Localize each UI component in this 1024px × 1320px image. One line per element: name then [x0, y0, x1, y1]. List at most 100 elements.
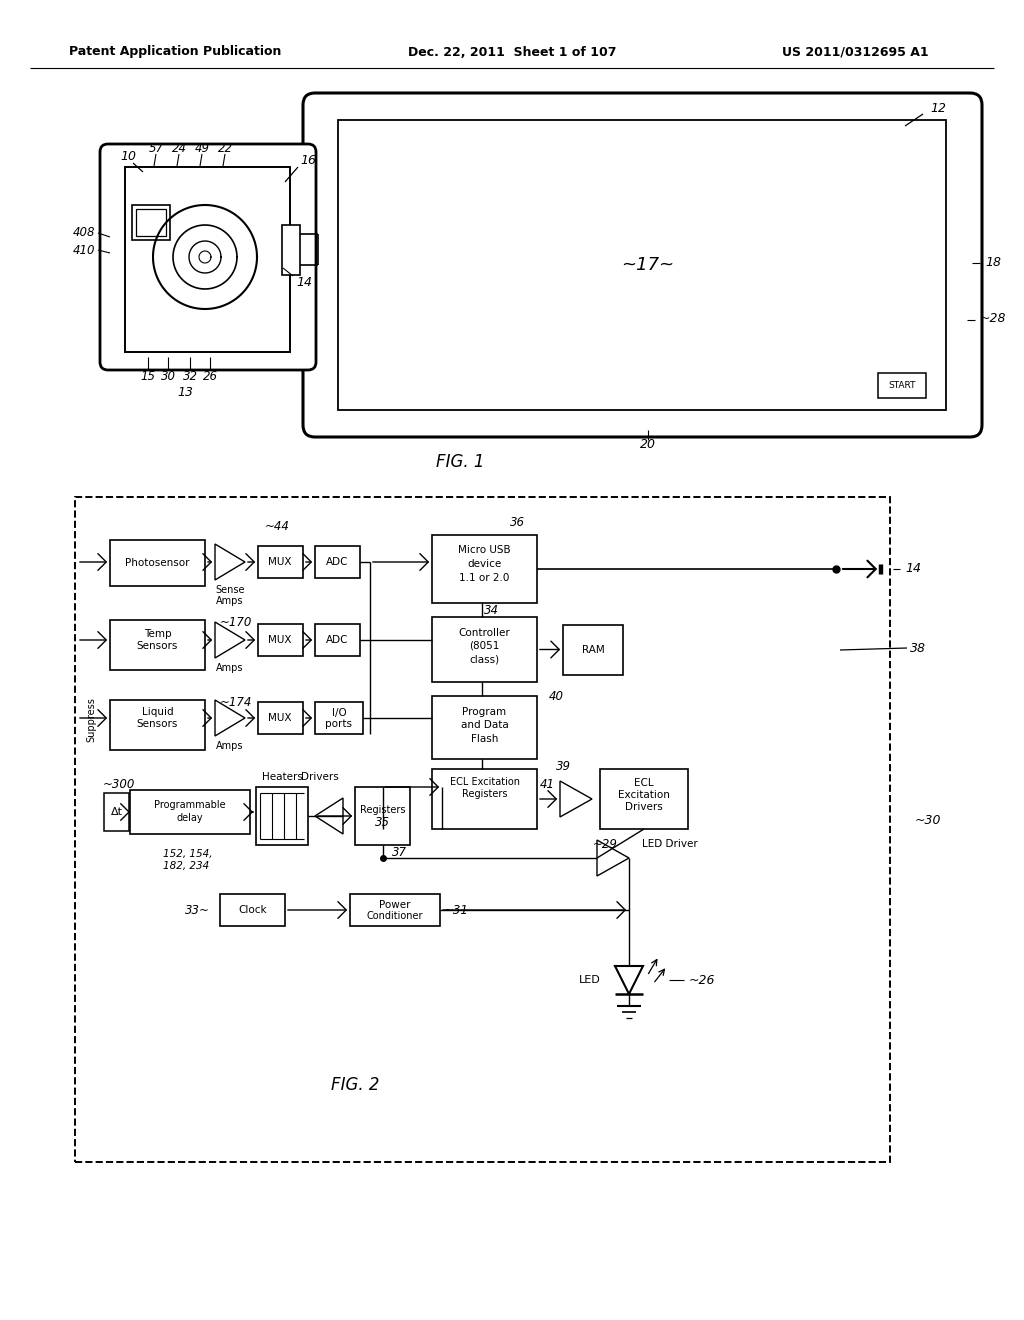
- FancyBboxPatch shape: [303, 92, 982, 437]
- Text: ~17~: ~17~: [622, 256, 675, 275]
- Bar: [256, 787, 308, 845]
- Text: 32: 32: [182, 370, 198, 383]
- Text: 408: 408: [73, 227, 95, 239]
- Text: Drivers: Drivers: [301, 772, 339, 781]
- Text: Clock: Clock: [239, 906, 267, 915]
- Text: ~300: ~300: [103, 779, 135, 792]
- Text: 36: 36: [510, 516, 525, 529]
- Text: 41: 41: [540, 779, 555, 792]
- Text: ~30: ~30: [915, 813, 941, 826]
- Text: 57: 57: [148, 141, 164, 154]
- FancyBboxPatch shape: [100, 144, 316, 370]
- Text: 182, 234: 182, 234: [163, 861, 209, 871]
- Text: Program: Program: [463, 708, 507, 717]
- Text: 40: 40: [549, 689, 564, 702]
- Text: Flash: Flash: [471, 734, 499, 744]
- Bar: [878, 374, 926, 399]
- Text: 12: 12: [930, 102, 946, 115]
- Text: MUX: MUX: [268, 635, 292, 645]
- Text: FIG. 1: FIG. 1: [436, 453, 484, 471]
- Text: 15: 15: [140, 370, 156, 383]
- Text: Amps: Amps: [216, 741, 244, 751]
- Text: 16: 16: [300, 153, 316, 166]
- Bar: [432, 770, 537, 829]
- Text: Registers: Registers: [359, 805, 406, 814]
- Bar: [563, 624, 623, 675]
- Bar: [600, 770, 688, 829]
- Text: 22: 22: [217, 141, 232, 154]
- Text: Power: Power: [379, 900, 411, 909]
- Text: delay: delay: [177, 813, 204, 822]
- Text: 33~: 33~: [185, 903, 210, 916]
- Bar: [130, 789, 250, 834]
- Text: RAM: RAM: [582, 645, 604, 655]
- Text: ECL Excitation: ECL Excitation: [450, 777, 519, 787]
- Text: Sense: Sense: [215, 585, 245, 595]
- Text: FIG. 2: FIG. 2: [331, 1076, 379, 1094]
- Text: 14: 14: [905, 562, 921, 576]
- Text: ~26: ~26: [689, 974, 716, 986]
- Text: MUX: MUX: [268, 713, 292, 723]
- Text: LED: LED: [580, 975, 601, 985]
- Text: Patent Application Publication: Patent Application Publication: [69, 45, 282, 58]
- Bar: [432, 616, 537, 682]
- Text: Suppress: Suppress: [86, 697, 96, 742]
- Text: US 2011/0312695 A1: US 2011/0312695 A1: [781, 45, 929, 58]
- Text: ~174: ~174: [220, 697, 252, 710]
- Text: ~28: ~28: [980, 312, 1007, 325]
- Text: I/O: I/O: [332, 708, 346, 718]
- Text: Photosensor: Photosensor: [125, 558, 189, 568]
- Bar: [110, 700, 205, 750]
- Bar: [132, 205, 170, 240]
- Bar: [432, 535, 537, 603]
- Text: MUX: MUX: [268, 557, 292, 568]
- Text: 20: 20: [640, 438, 656, 451]
- Bar: [350, 894, 440, 927]
- Text: 49: 49: [195, 141, 210, 154]
- Text: Amps: Amps: [216, 663, 244, 673]
- Text: ADC: ADC: [326, 557, 348, 568]
- Bar: [136, 209, 166, 236]
- Text: Temp: Temp: [143, 630, 171, 639]
- Bar: [315, 546, 360, 578]
- Text: ~31: ~31: [444, 903, 469, 916]
- Text: (8051: (8051: [469, 642, 500, 651]
- Text: Registers: Registers: [462, 789, 507, 799]
- Text: LED Driver: LED Driver: [642, 840, 697, 849]
- Bar: [355, 787, 410, 845]
- Text: Sensors: Sensors: [137, 642, 178, 651]
- Text: 34: 34: [484, 603, 499, 616]
- Text: 1.1 or 2.0: 1.1 or 2.0: [460, 573, 510, 583]
- Text: Sensors: Sensors: [137, 719, 178, 729]
- Text: 30: 30: [161, 370, 175, 383]
- Bar: [432, 696, 537, 759]
- Text: ECL: ECL: [634, 777, 653, 788]
- Bar: [104, 793, 129, 832]
- Text: Programmable: Programmable: [155, 800, 226, 810]
- Text: Conditioner: Conditioner: [367, 911, 423, 921]
- Text: Δt: Δt: [111, 807, 123, 817]
- Text: ADC: ADC: [326, 635, 348, 645]
- Text: device: device: [467, 558, 502, 569]
- Bar: [220, 894, 285, 927]
- Text: and Data: and Data: [461, 719, 508, 730]
- Bar: [258, 546, 303, 578]
- Text: 26: 26: [203, 370, 217, 383]
- Text: ~44: ~44: [265, 520, 290, 533]
- Text: 10: 10: [120, 150, 136, 164]
- Text: 24: 24: [171, 141, 186, 154]
- Text: 35: 35: [375, 817, 390, 829]
- Text: Heaters: Heaters: [261, 772, 302, 781]
- Bar: [110, 540, 205, 586]
- Text: Dec. 22, 2011  Sheet 1 of 107: Dec. 22, 2011 Sheet 1 of 107: [408, 45, 616, 58]
- Bar: [110, 620, 205, 671]
- Text: 39: 39: [556, 759, 571, 772]
- Text: 38: 38: [910, 642, 926, 655]
- Text: 37: 37: [392, 846, 407, 858]
- Text: START: START: [888, 381, 915, 391]
- Text: 14: 14: [296, 276, 312, 289]
- Text: Liquid: Liquid: [141, 708, 173, 717]
- Text: Controller: Controller: [459, 628, 510, 638]
- Bar: [258, 702, 303, 734]
- Text: ports: ports: [326, 719, 352, 729]
